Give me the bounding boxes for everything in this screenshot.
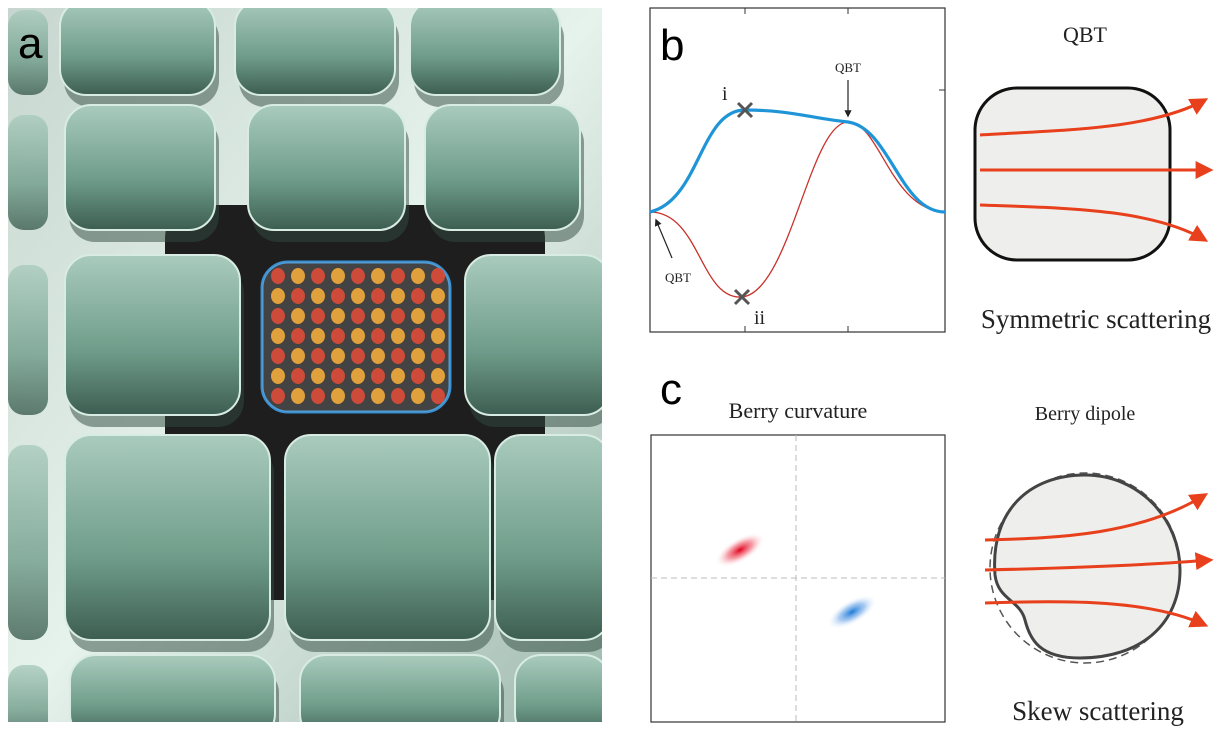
pillar [410, 0, 560, 95]
point-label: ii [754, 307, 766, 329]
pillar [65, 105, 215, 230]
pillar [235, 0, 395, 95]
panel-a-render [8, 0, 614, 730]
pillar [495, 435, 610, 640]
plot-title: Berry curvature [729, 398, 868, 423]
pillar [60, 0, 215, 95]
pillar [285, 435, 490, 640]
panel-b: b i ii QBT QBT [650, 8, 945, 332]
pillar [65, 255, 240, 415]
pillar [515, 655, 610, 730]
qbt-label: QBT [835, 60, 861, 75]
pillar [425, 105, 580, 230]
caption: Skew scattering [1012, 696, 1184, 726]
resonator-gloss [262, 262, 450, 412]
caption: Symmetric scattering [981, 304, 1211, 334]
pillar [8, 445, 48, 640]
pillar [465, 255, 610, 415]
panel-c: c Berry curvature [651, 365, 945, 722]
figure: a b i ii QBT QBT QBT [0, 0, 1228, 730]
pillar [8, 115, 48, 230]
skew-scattering: Berry dipole Skew scattering [985, 403, 1210, 726]
pillar [70, 655, 275, 730]
panel-label: b [660, 21, 684, 70]
pillar [300, 655, 500, 730]
page: a b i ii QBT QBT QBT [0, 0, 1228, 730]
schematic-title: Berry dipole [1035, 403, 1136, 425]
panel-label: a [18, 19, 43, 68]
pillar [248, 105, 405, 230]
point-label: i [722, 83, 728, 105]
scatterer [975, 88, 1170, 260]
panel-label: c [660, 365, 682, 414]
symmetric-scattering: QBT Symmetric scattering [975, 22, 1211, 334]
pillar [8, 665, 48, 730]
pillar [8, 265, 48, 415]
qbt-label: QBT [665, 270, 691, 285]
schematic-title: QBT [1063, 22, 1108, 47]
pillar [65, 435, 270, 640]
